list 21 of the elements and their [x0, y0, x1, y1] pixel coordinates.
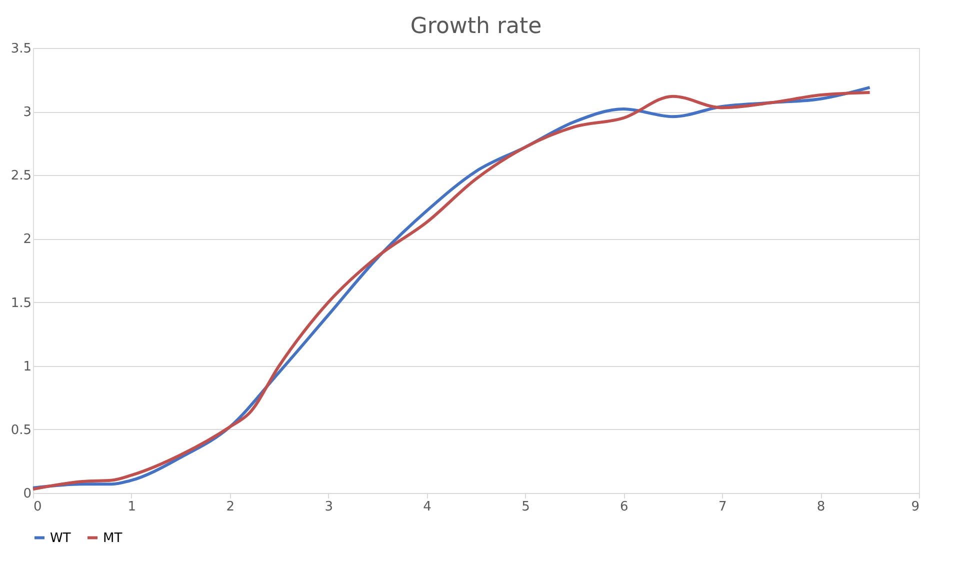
chart-title: Growth rate	[410, 14, 542, 39]
x-tick-label: 1	[128, 500, 136, 514]
x-tick-label: 4	[423, 500, 432, 514]
x-tick-label: 0	[34, 500, 42, 514]
x-tick-label: 6	[620, 500, 628, 514]
y-tick-label: 3.5	[10, 42, 32, 56]
legend-label: WT	[50, 530, 71, 546]
x-tick-label: 9	[911, 500, 920, 514]
x-tick-label: 8	[816, 500, 826, 514]
y-tick-label: 1	[23, 359, 32, 374]
y-tick-label: 2.5	[10, 168, 32, 184]
x-tick-label: 5	[522, 500, 530, 514]
y-tick-label: 1.5	[10, 296, 32, 311]
x-tick-label: 2	[226, 500, 235, 514]
x-tick-label: 3	[324, 500, 333, 514]
y-tick-label: 3	[23, 105, 32, 120]
y-tick-label: 2	[23, 232, 32, 248]
y-tick-label: 0.5	[10, 422, 32, 438]
legend-label: MT	[103, 530, 122, 546]
y-tick-label: 0	[23, 486, 32, 502]
x-tick-label: 7	[718, 500, 727, 514]
